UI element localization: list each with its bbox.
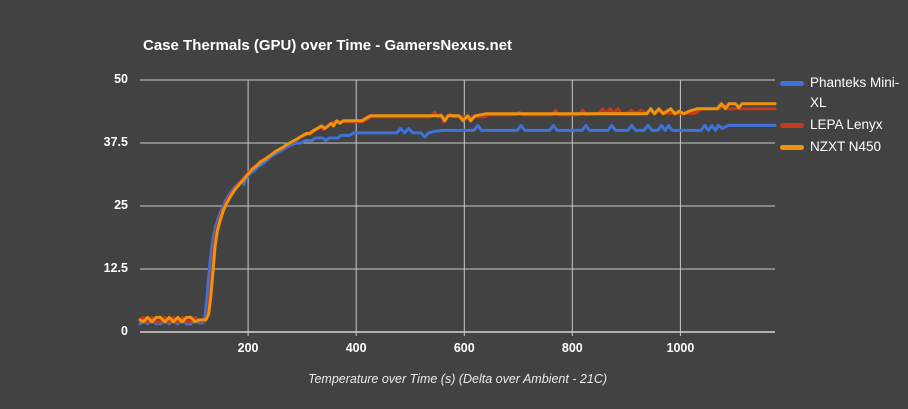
legend-line-swatch-orange [780,145,804,150]
x-tick-label: 800 [561,341,583,355]
legend-item-nzxt-n450[interactable]: NZXT N450 [780,137,900,157]
y-tick-label: 12.5 [103,261,128,275]
x-tick-label: 1000 [666,341,695,355]
y-tick-label: 25 [114,198,128,212]
chart-title: Case Thermals (GPU) over Time - GamersNe… [143,37,513,54]
legend-label: NZXT N450 [810,139,882,154]
y-tick-label: 37.5 [103,135,128,149]
y-tick-label: 50 [114,72,128,86]
x-tick-label: 600 [453,341,475,355]
x-tick-label: 400 [345,341,367,355]
legend: Phanteks Mini-XL LEPA Lenyx NZXT N450 [780,73,900,157]
legend-item-phanteks-mini-xl[interactable]: Phanteks Mini-XL [780,73,900,113]
legend-line-swatch-blue [780,81,804,86]
x-tick-label: 200 [237,341,259,355]
y-tick-label: 0 [121,324,128,338]
legend-label: LEPA Lenyx [810,117,883,132]
legend-line-swatch-red [780,123,804,128]
legend-label: Phanteks Mini-XL [810,75,900,110]
x-axis-title: Temperature over Time (s) (Delta over Am… [307,372,608,386]
legend-item-lepa-lenyx[interactable]: LEPA Lenyx [780,115,900,135]
